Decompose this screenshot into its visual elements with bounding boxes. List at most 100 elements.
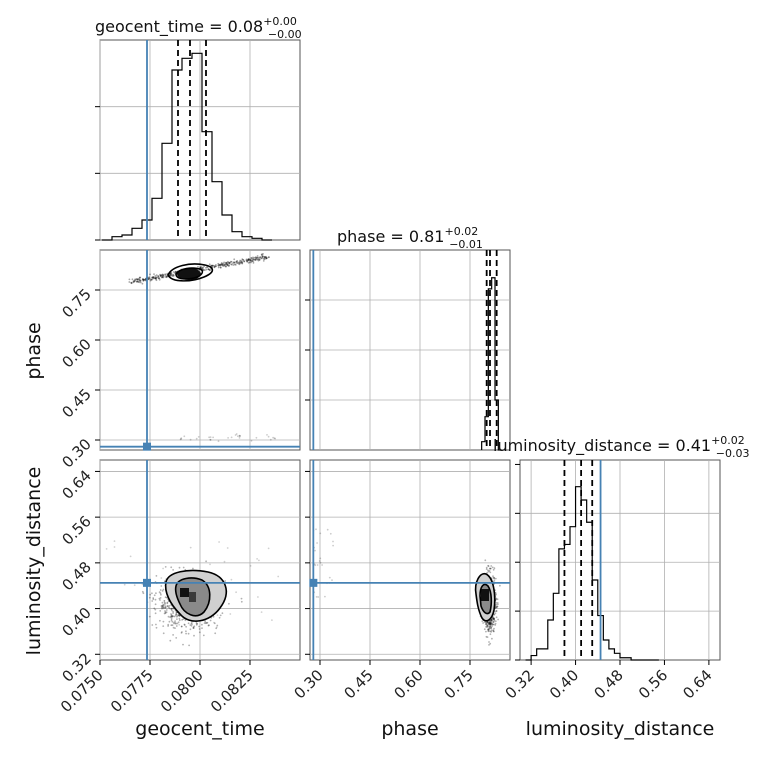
sample-point (239, 435, 242, 437)
sample-point (262, 260, 265, 262)
sample-point (158, 278, 161, 281)
sample-point (155, 278, 158, 280)
sample-point (195, 437, 198, 440)
sample-point (142, 592, 145, 595)
sample-point (269, 438, 272, 441)
sample-point (494, 620, 497, 623)
sample-point (319, 561, 322, 564)
sample-point (159, 589, 162, 591)
sample-point (204, 269, 206, 271)
sample-point (154, 277, 157, 280)
sample-point (316, 542, 318, 544)
sample-point (169, 274, 172, 276)
sample-point (184, 619, 187, 622)
sample-point (251, 260, 253, 263)
sample-point (260, 257, 263, 260)
sample-point (167, 625, 170, 627)
sample-point (486, 636, 489, 638)
sample-point (488, 623, 490, 625)
sample-point (173, 615, 176, 618)
sample-point (219, 264, 222, 267)
sample-point (209, 619, 212, 622)
sample-point (261, 257, 263, 260)
sample-point (183, 624, 186, 626)
sample-point (191, 623, 193, 626)
sample-point (162, 276, 165, 279)
title-phase: phase = 0.81+0.02 −0.01 (337, 225, 483, 251)
sample-point (160, 276, 163, 279)
sample-point (256, 255, 259, 257)
sample-point (272, 436, 274, 439)
tick-label: 0.48 (590, 666, 626, 702)
sample-point (485, 630, 487, 633)
sample-point (252, 260, 255, 263)
sample-point (492, 623, 494, 626)
sample-point (255, 258, 257, 260)
sample-point (324, 595, 326, 598)
sample-point (214, 265, 217, 268)
sample-point (489, 623, 491, 626)
sample-point (170, 614, 173, 616)
sample-point (264, 256, 266, 259)
sample-point (329, 532, 332, 535)
sample-point (162, 604, 165, 607)
tick-label: 0.40 (58, 604, 94, 640)
sample-point (139, 279, 142, 282)
sample-point (258, 258, 261, 261)
sample-point (268, 256, 270, 258)
sample-point (317, 596, 320, 598)
sample-point (247, 258, 249, 261)
sample-point (159, 274, 162, 277)
sample-point (265, 257, 268, 260)
sample-point (154, 277, 157, 279)
sample-point (495, 606, 498, 608)
sample-point (148, 615, 151, 618)
sample-point (174, 620, 177, 622)
sample-point (202, 269, 205, 271)
sample-point (164, 607, 166, 609)
sample-point (163, 600, 166, 602)
sample-point (217, 262, 220, 265)
sample-point (192, 626, 195, 629)
sample-point (153, 273, 155, 275)
sample-point (234, 261, 236, 264)
sample-point (133, 280, 135, 283)
sample-point (171, 609, 173, 612)
sample-point (496, 605, 499, 608)
sample-point (198, 628, 201, 630)
sample-point (174, 622, 177, 624)
sample-point (151, 624, 154, 626)
sample-point (139, 281, 142, 284)
sample-point (150, 278, 153, 281)
sample-point (130, 282, 133, 284)
sample-point (487, 570, 490, 573)
sample-point (208, 263, 211, 266)
sample-point (262, 255, 265, 258)
sample-point (486, 626, 488, 628)
sample-point (223, 264, 226, 267)
sample-point (208, 624, 210, 627)
sample-point (494, 577, 497, 580)
sample-point (487, 628, 490, 631)
sample-point (490, 618, 493, 621)
sample-point (168, 607, 171, 610)
grid (310, 250, 510, 450)
sample-point (192, 627, 195, 629)
sample-point (228, 262, 231, 265)
sample-point (210, 265, 213, 267)
sample-point (493, 618, 495, 621)
sample-point (221, 263, 224, 265)
sample-point (154, 277, 156, 280)
sample-point (164, 612, 167, 615)
sample-point (489, 630, 492, 633)
sample-point (190, 624, 193, 627)
sample-point (174, 270, 177, 273)
sample-point (182, 643, 184, 646)
sample-point (165, 611, 168, 614)
sample-point (139, 276, 141, 279)
sample-point (315, 528, 317, 531)
sample-point (234, 263, 236, 266)
sample-point (223, 263, 226, 266)
density-mode (164, 569, 228, 622)
sample-point (493, 567, 496, 570)
